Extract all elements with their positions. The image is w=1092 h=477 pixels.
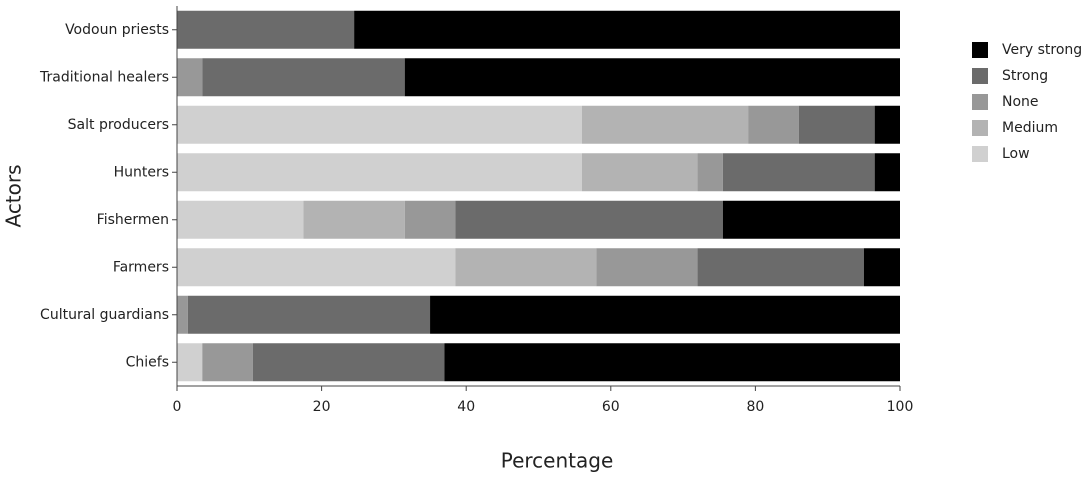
bar-segment [455,200,723,239]
bar-segment [303,200,405,239]
bar-segment [874,105,900,144]
legend-swatch [972,68,988,84]
legend-label: None [1002,94,1039,110]
bar-segment [202,343,253,382]
legend-label: Medium [1002,120,1058,136]
bar-segment [722,153,875,192]
bar-segment [697,248,864,287]
bar-segment [177,105,582,144]
legend-label: Strong [1002,68,1048,84]
bar-segment [177,58,203,97]
bar-segment [455,248,597,287]
bar-segment [430,295,900,334]
y-tick-label: Fishermen [97,212,169,228]
bar-segment [187,295,431,334]
bar-segment [444,343,900,382]
bar-segment [177,343,203,382]
bar-segment [874,153,900,192]
bar-segment [177,200,304,239]
bar-segment [404,58,900,97]
y-tick-label: Hunters [114,164,169,180]
bar-segment [202,58,405,97]
bar-segment [596,248,698,287]
bar-segment [581,153,698,192]
x-tick-label: 0 [173,399,182,415]
y-tick-label: Cultural guardians [40,307,169,323]
y-tick-label: Farmers [113,259,169,275]
bar-segment [798,105,875,144]
y-tick-label: Salt producers [68,117,169,133]
bar-segment [581,105,749,144]
x-tick-label: 60 [602,399,620,415]
legend-swatch [972,42,988,58]
bar-segment [404,200,456,239]
legend-swatch [972,146,988,162]
bar-segment [697,153,723,192]
y-tick-label: Chiefs [126,354,169,370]
x-tick-label: 80 [746,399,764,415]
legend-swatch [972,120,988,136]
x-tick-label: 20 [313,399,331,415]
legend-swatch [972,94,988,110]
bar-segment [177,295,188,334]
y-tick-label: Vodoun priests [65,22,169,38]
x-tick-label: 40 [457,399,475,415]
x-tick-label: 100 [887,399,914,415]
bar-segment [177,153,582,192]
y-tick-label: Traditional healers [39,69,169,85]
bar-segment [748,105,799,144]
bar-segment [722,200,900,239]
legend-label: Low [1002,146,1030,162]
bar-segment [177,10,355,49]
bar-segment [354,10,900,49]
y-axis-label: Actors [2,164,26,227]
legend-label: Very strong [1002,42,1082,58]
bar-segment [177,248,456,287]
bar-segment [252,343,445,382]
x-axis-label: Percentage [501,449,614,473]
bar-segment [863,248,900,287]
